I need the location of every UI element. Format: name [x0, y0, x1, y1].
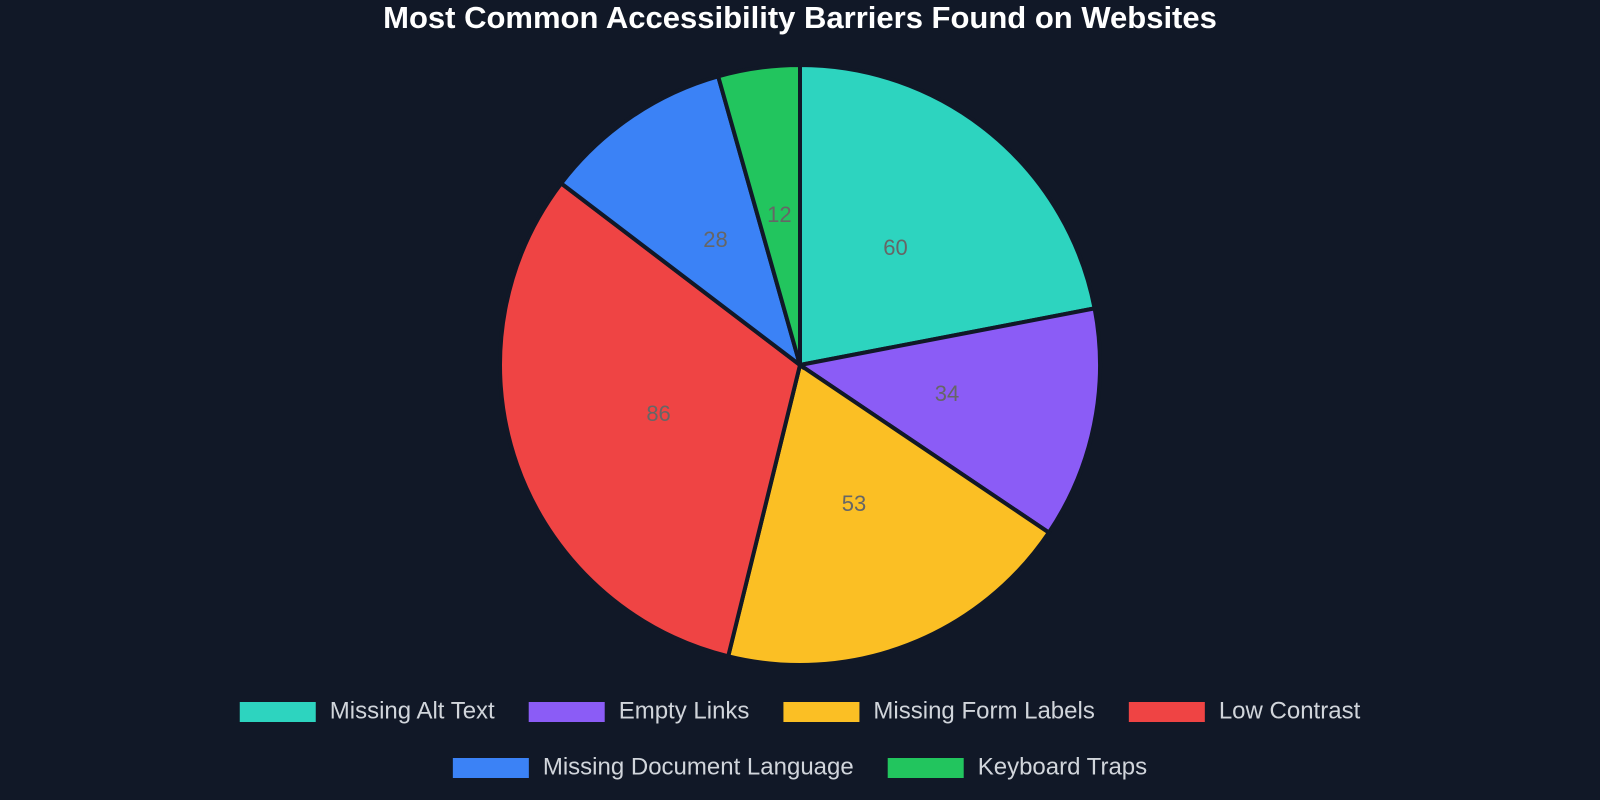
- pie-slice: [794, 306, 1102, 536]
- data-label: 12: [767, 202, 791, 227]
- data-label: 60: [883, 235, 907, 260]
- legend-label: Low Contrast: [1219, 697, 1361, 724]
- legend-swatch: [239, 702, 316, 722]
- pie-slice: [725, 361, 1052, 667]
- legend-label: Missing Form Labels: [873, 697, 1094, 724]
- data-label: 28: [703, 227, 727, 252]
- legend-label: Missing Alt Text: [330, 697, 495, 724]
- legend-item: Empty Links: [528, 697, 750, 724]
- legend-label: Keyboard Traps: [978, 753, 1147, 780]
- legend-label: Empty Links: [619, 697, 750, 724]
- pie-slice: [798, 62, 1097, 368]
- legend-item: Missing Document Language: [452, 753, 854, 780]
- legend-item: Missing Alt Text: [239, 697, 495, 724]
- pie-slice: [715, 62, 802, 366]
- legend-swatch: [528, 702, 605, 722]
- legend-swatch: [452, 758, 529, 778]
- legend-swatch: [1128, 702, 1205, 722]
- legend-item: Low Contrast: [1128, 697, 1361, 724]
- pie-slice: [558, 73, 804, 371]
- legend-label: Missing Document Language: [543, 753, 854, 780]
- data-label: 34: [935, 381, 959, 406]
- legend-swatch: [887, 758, 964, 778]
- data-label: 53: [842, 491, 866, 516]
- pie-slice: [498, 180, 803, 659]
- data-label: 86: [646, 401, 670, 426]
- legend-item: Keyboard Traps: [887, 753, 1147, 780]
- chart-title: Most Common Accessibility Barriers Found…: [383, 0, 1217, 35]
- legend-item: Missing Form Labels: [783, 697, 1095, 724]
- legend-swatch: [783, 702, 860, 722]
